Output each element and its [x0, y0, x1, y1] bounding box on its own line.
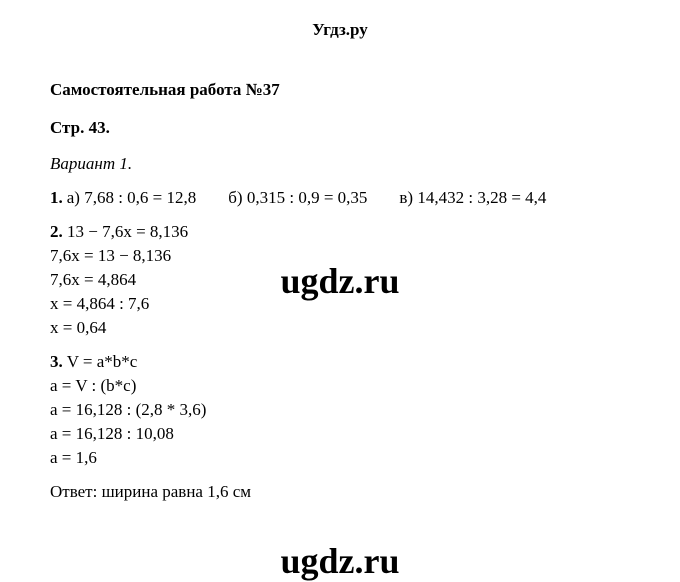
problem-2-line-5: x = 0,64 [50, 318, 630, 338]
problem-2-line-3: 7,6x = 4,864 [50, 270, 630, 290]
problem-3: 3. V = a*b*c a = V : (b*c) a = 16,128 : … [50, 352, 630, 468]
problem-3-line-2: a = V : (b*c) [50, 376, 630, 396]
problem-2: 2. 13 − 7,6x = 8,136 7,6x = 13 − 8,136 7… [50, 222, 630, 338]
work-title: Самостоятельная работа №37 [50, 80, 630, 100]
problem-1-number: 1. [50, 188, 63, 208]
problem-1-part-a: а) 7,68 : 0,6 = 12,8 [67, 188, 197, 208]
problem-3-answer: Ответ: ширина равна 1,6 см [50, 482, 630, 502]
problem-1-part-c: в) 14,432 : 3,28 = 4,4 [399, 188, 546, 208]
problem-1: 1. а) 7,68 : 0,6 = 12,8 б) 0,315 : 0,9 =… [50, 188, 630, 208]
problem-2-eq-1: 13 − 7,6x = 8,136 [67, 222, 188, 241]
problem-2-number: 2. [50, 222, 63, 241]
page-reference: Стр. 43. [50, 118, 630, 138]
problem-2-line-4: x = 4,864 : 7,6 [50, 294, 630, 314]
site-header: Угдз.ру [50, 20, 630, 40]
watermark-text: ugdz.ru [280, 540, 399, 582]
problem-3-line-3: a = 16,128 : (2,8 * 3,6) [50, 400, 630, 420]
problem-2-line-1: 2. 13 − 7,6x = 8,136 [50, 222, 630, 242]
variant-label: Вариант 1. [50, 154, 630, 174]
problem-1-part-b: б) 0,315 : 0,9 = 0,35 [228, 188, 367, 208]
problem-3-line-5: a = 1,6 [50, 448, 630, 468]
problem-3-number: 3. [50, 352, 63, 371]
problem-3-line-4: a = 16,128 : 10,08 [50, 424, 630, 444]
problem-3-eq-1: V = a*b*c [67, 352, 138, 371]
problem-2-line-2: 7,6x = 13 − 8,136 [50, 246, 630, 266]
problem-3-line-1: 3. V = a*b*c [50, 352, 630, 372]
